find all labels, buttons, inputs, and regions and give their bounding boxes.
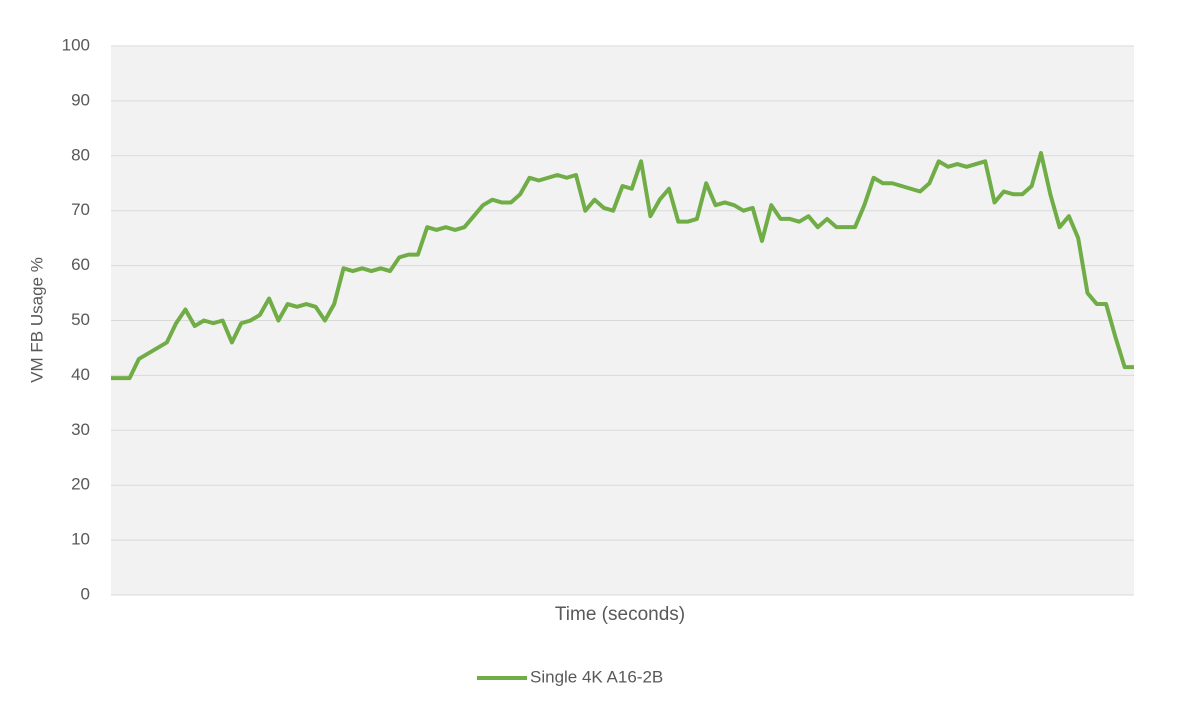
legend-label: Single 4K A16-2B	[530, 667, 663, 686]
y-tick-label: 20	[71, 475, 90, 494]
y-tick-label: 50	[71, 310, 90, 329]
y-tick-label: 80	[71, 145, 90, 164]
y-axis-title: VM FB Usage %	[27, 257, 46, 383]
y-tick-label: 30	[71, 420, 90, 439]
y-tick-label: 70	[71, 200, 90, 219]
y-tick-label: 60	[71, 255, 90, 274]
y-tick-label: 10	[71, 530, 90, 549]
data-line	[111, 151, 1134, 381]
y-tick-label: 100	[62, 35, 90, 54]
x-axis-title: Time (seconds)	[555, 604, 685, 625]
y-tick-label: 40	[71, 365, 90, 384]
y-tick-label: 0	[81, 584, 90, 603]
y-tick-label: 90	[71, 90, 90, 109]
